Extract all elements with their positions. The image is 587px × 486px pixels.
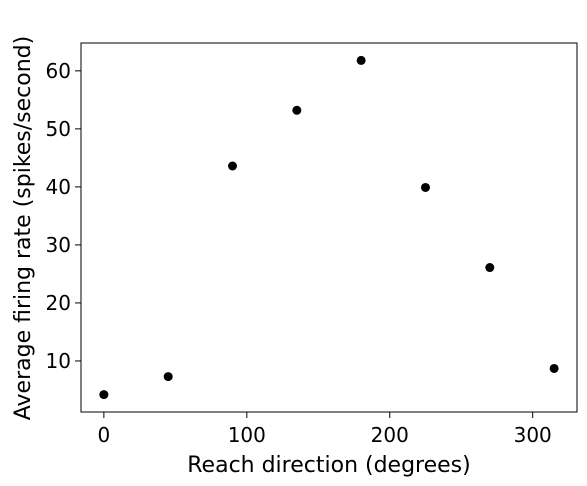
- y-tick-label: 40: [46, 175, 71, 199]
- y-tick-label: 30: [46, 233, 71, 257]
- data-point: [163, 372, 173, 382]
- y-tick-label: 60: [46, 59, 71, 83]
- data-point: [356, 55, 366, 65]
- x-axis-ticks: 0 100 200 300: [98, 412, 552, 447]
- x-tick-label: 300: [514, 423, 552, 447]
- y-axis-label: Average firing rate (spikes/second): [11, 36, 36, 420]
- data-point: [99, 390, 109, 400]
- data-point: [549, 363, 559, 373]
- x-tick-label: 100: [228, 423, 266, 447]
- data-points: [99, 55, 559, 400]
- y-tick-label: 20: [46, 291, 71, 315]
- y-tick-label: 10: [46, 349, 71, 373]
- data-point: [420, 182, 430, 192]
- data-point: [485, 263, 495, 273]
- plot-frame: [80, 42, 578, 413]
- y-axis-ticks: 10 20 30 40 50 60: [46, 59, 81, 373]
- x-tick-label: 200: [371, 423, 409, 447]
- data-point: [292, 105, 302, 115]
- x-tick-label: 0: [98, 423, 111, 447]
- x-axis-label: Reach direction (degrees): [187, 453, 470, 478]
- y-tick-label: 50: [46, 117, 71, 141]
- data-point: [228, 161, 238, 171]
